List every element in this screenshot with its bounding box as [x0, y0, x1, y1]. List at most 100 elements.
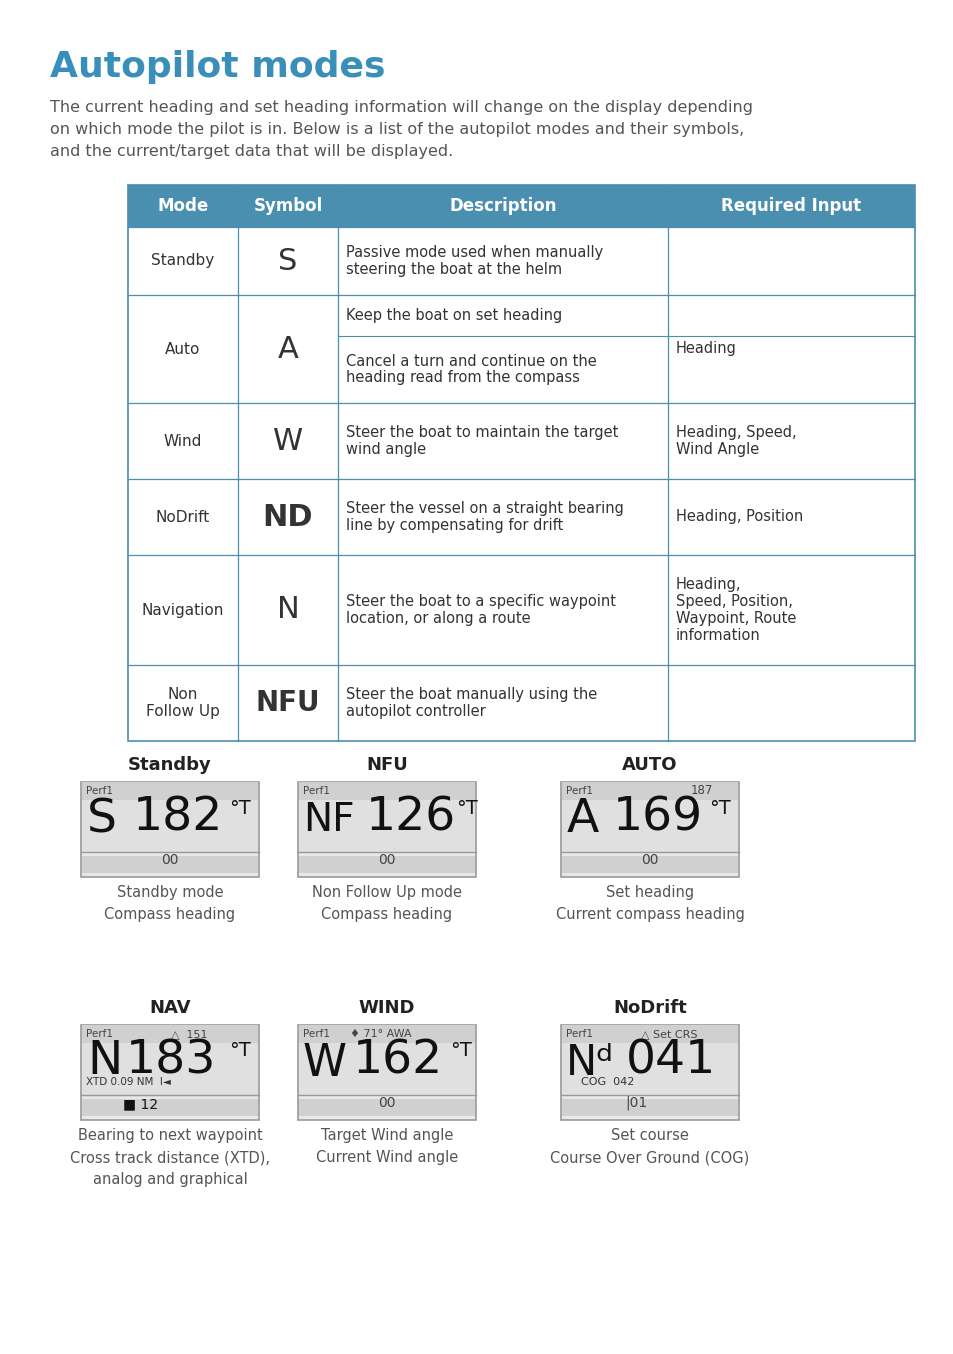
Bar [128, 185, 914, 741]
Text: Passive mode used when manually: Passive mode used when manually [346, 245, 602, 260]
Text: |01: |01 [624, 1095, 646, 1110]
Bar [82, 1043, 257, 1095]
Text: Steer the boat to maintain the target: Steer the boat to maintain the target [346, 425, 618, 440]
Text: and the current/target data that will be displayed.: and the current/target data that will be… [50, 144, 453, 158]
Text: XTD 0.09 NM  I◄: XTD 0.09 NM I◄ [86, 1076, 171, 1087]
Bar [128, 185, 914, 227]
Bar [298, 800, 475, 852]
Bar [560, 783, 739, 877]
Text: NAV: NAV [149, 999, 191, 1017]
Text: NFU: NFU [255, 689, 320, 718]
Text: Target Wind angle
Current Wind angle: Target Wind angle Current Wind angle [315, 1128, 457, 1166]
Text: Perf1: Perf1 [303, 787, 330, 796]
Text: autopilot controller: autopilot controller [346, 704, 485, 719]
Text: Perf1: Perf1 [565, 787, 593, 796]
Text: Waypoint, Route: Waypoint, Route [676, 611, 796, 626]
Text: Perf1: Perf1 [303, 1029, 330, 1039]
Text: Wind: Wind [164, 433, 202, 448]
Text: Navigation: Navigation [142, 603, 224, 617]
Bar [82, 800, 257, 852]
Bar [82, 783, 257, 800]
Text: Standby: Standby [128, 756, 212, 774]
Bar [81, 783, 258, 877]
Bar [298, 856, 475, 873]
Text: Standby: Standby [152, 253, 214, 268]
Text: A: A [566, 798, 598, 842]
Text: Required Input: Required Input [720, 196, 861, 215]
Text: °T: °T [229, 799, 251, 818]
Text: Steer the boat to a specific waypoint: Steer the boat to a specific waypoint [346, 594, 616, 609]
Bar [561, 1099, 738, 1116]
Bar [82, 856, 257, 873]
Text: Heading, Position: Heading, Position [676, 509, 802, 524]
Text: Mode: Mode [157, 196, 209, 215]
Text: on which mode the pilot is in. Below is a list of the autopilot modes and their : on which mode the pilot is in. Below is … [50, 122, 743, 137]
Text: N: N [276, 596, 299, 624]
Text: °T: °T [450, 1041, 471, 1060]
Text: heading read from the compass: heading read from the compass [346, 370, 579, 385]
Text: 00: 00 [640, 853, 659, 867]
Text: location, or along a route: location, or along a route [346, 611, 530, 626]
Text: Keep the boat on set heading: Keep the boat on set heading [346, 307, 561, 324]
Text: NoDrift: NoDrift [613, 999, 686, 1017]
Text: 00: 00 [377, 1095, 395, 1110]
Text: Standby mode
Compass heading: Standby mode Compass heading [104, 886, 235, 922]
Text: S: S [87, 798, 117, 842]
Text: 00: 00 [161, 853, 178, 867]
Text: information: information [676, 628, 760, 643]
Bar [561, 856, 738, 873]
Text: 126: 126 [366, 796, 456, 841]
Text: Non
Follow Up: Non Follow Up [146, 686, 220, 719]
Text: Perf1: Perf1 [565, 1029, 593, 1039]
Text: Steer the vessel on a straight bearing: Steer the vessel on a straight bearing [346, 501, 623, 516]
Bar [82, 1025, 257, 1043]
Text: °T: °T [456, 799, 477, 818]
Text: Non Follow Up mode
Compass heading: Non Follow Up mode Compass heading [312, 886, 461, 922]
Bar [298, 1099, 475, 1116]
Text: 169: 169 [613, 796, 702, 841]
Text: 187: 187 [690, 784, 713, 798]
Text: Perf1: Perf1 [86, 787, 112, 796]
Text: Set heading
Current compass heading: Set heading Current compass heading [555, 886, 743, 922]
Text: Set course
Course Over Ground (COG): Set course Course Over Ground (COG) [550, 1128, 749, 1166]
Text: steering the boat at the helm: steering the boat at the helm [346, 263, 561, 278]
Text: NF: NF [303, 802, 355, 839]
Text: △ Set CRS: △ Set CRS [640, 1029, 697, 1039]
Text: Nᵈ: Nᵈ [565, 1043, 614, 1085]
Text: °T: °T [708, 799, 730, 818]
Text: AUTO: AUTO [621, 756, 677, 774]
Text: WIND: WIND [358, 999, 415, 1017]
Text: COG  042: COG 042 [580, 1076, 634, 1087]
Text: A: A [277, 334, 298, 363]
Bar [561, 783, 738, 800]
Text: Autopilot modes: Autopilot modes [50, 50, 385, 84]
Bar [297, 783, 476, 877]
Text: Heading, Speed,: Heading, Speed, [676, 425, 796, 440]
Text: ND: ND [262, 502, 313, 532]
Text: 162: 162 [353, 1039, 443, 1083]
Text: ♦ 71° AWA: ♦ 71° AWA [350, 1029, 411, 1039]
Text: Heading: Heading [676, 341, 736, 356]
Text: NFU: NFU [366, 756, 408, 774]
Text: Cancel a turn and continue on the: Cancel a turn and continue on the [346, 353, 597, 370]
Bar [560, 1025, 739, 1120]
Text: S: S [278, 246, 297, 275]
Text: 041: 041 [625, 1039, 716, 1083]
Text: Heading,: Heading, [676, 577, 740, 592]
Text: line by compensating for drift: line by compensating for drift [346, 519, 562, 533]
Text: 00: 00 [377, 853, 395, 867]
Bar [297, 1025, 476, 1120]
Text: Description: Description [449, 196, 557, 215]
Text: °T: °T [229, 1041, 251, 1060]
Text: 183: 183 [126, 1039, 216, 1083]
Text: Symbol: Symbol [253, 196, 322, 215]
Bar [298, 1025, 475, 1043]
Text: Auto: Auto [165, 341, 200, 356]
Text: Steer the boat manually using the: Steer the boat manually using the [346, 686, 597, 701]
Text: 182: 182 [132, 796, 223, 841]
Text: The current heading and set heading information will change on the display depen: The current heading and set heading info… [50, 100, 752, 115]
Bar [561, 1025, 738, 1043]
Bar [298, 783, 475, 800]
Bar [298, 1043, 475, 1095]
Bar [82, 1099, 257, 1116]
